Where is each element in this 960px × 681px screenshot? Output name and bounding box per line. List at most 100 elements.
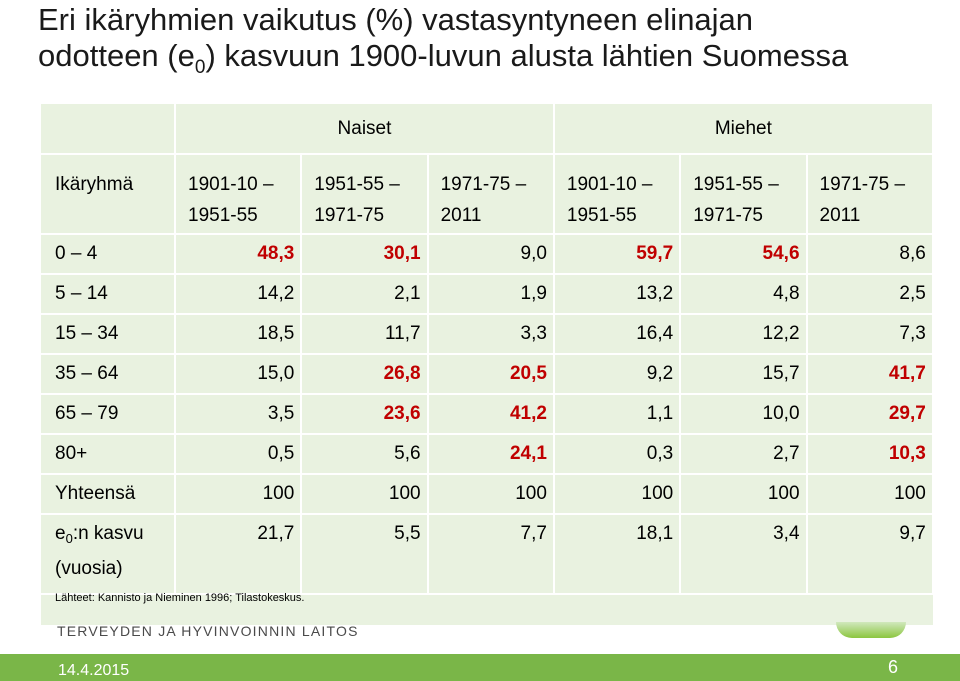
table-cell: 1,9 xyxy=(427,274,555,315)
table-cell: 12,2 xyxy=(680,314,808,355)
table-row: 15 – 34 18,5 11,7 3,3 16,4 12,2 7,3 xyxy=(41,314,934,355)
table-cell: 11,7 xyxy=(301,314,429,355)
table-cell: 8,6 xyxy=(806,234,934,275)
slide-title: Eri ikäryhmien vaikutus (%) vastasyntyne… xyxy=(38,2,948,86)
table-cell: 15,0 xyxy=(175,354,303,395)
footer-date: 14.4.2015 xyxy=(58,662,130,679)
group-header-men: Miehet xyxy=(553,104,934,155)
table-cell: 16,4 xyxy=(553,314,682,355)
period-header-row: Ikäryhmä 1901-10 – 1951-55 1951-55 – 197… xyxy=(41,154,934,235)
table-cell: 100 xyxy=(553,474,682,515)
period-header: 1971-75 – 2011 xyxy=(427,154,555,235)
table-cell: 41,7 xyxy=(806,354,934,395)
period-header: 1951-55 – 1971-75 xyxy=(301,154,429,235)
e0-label-subscript: 0 xyxy=(65,531,73,546)
age-group-label: 0 – 4 xyxy=(41,234,176,275)
table-cell: 18,1 xyxy=(553,514,682,595)
contribution-table: Naiset Miehet Ikäryhmä 1901-10 – 1951-55… xyxy=(41,104,934,595)
table-cell: 48,3 xyxy=(175,234,303,275)
table-cell: 2,1 xyxy=(301,274,429,315)
period-header: 1901-10 – 1951-55 xyxy=(553,154,682,235)
table-cell: 0,5 xyxy=(175,434,303,475)
e0-label-post: :n kasvu xyxy=(72,523,144,544)
table-cell: 23,6 xyxy=(301,394,429,435)
period-header-text: 1951-55 – 1971-75 xyxy=(693,174,779,226)
age-group-label: Yhteensä xyxy=(41,474,176,515)
footer-bar: 14.4.2015 6 xyxy=(0,654,960,681)
group-header-women: Naiset xyxy=(175,104,555,155)
organization-logo-text: TERVEYDEN JA HYVINVOINNIN LAITOS xyxy=(57,623,359,637)
table-cell: 29,7 xyxy=(806,394,934,435)
table-cell: 24,1 xyxy=(427,434,555,475)
table-cell: 9,0 xyxy=(427,234,555,275)
table-cell: 13,2 xyxy=(553,274,682,315)
corner-cell xyxy=(41,104,176,155)
table-row: 80+ 0,5 5,6 24,1 0,3 2,7 10,3 xyxy=(41,434,934,475)
table-cell: 1,1 xyxy=(553,394,682,435)
table-cell: 14,2 xyxy=(175,274,303,315)
table-cell: 100 xyxy=(806,474,934,515)
group-header-row: Naiset Miehet xyxy=(41,104,934,155)
green-logo-shape xyxy=(836,622,906,638)
table-cell: 26,8 xyxy=(301,354,429,395)
age-group-label: 80+ xyxy=(41,434,176,475)
table-cell: 0,3 xyxy=(553,434,682,475)
e0-label-line-2: (vuosia) xyxy=(55,558,123,579)
table-cell: 30,1 xyxy=(301,234,429,275)
period-header: 1951-55 – 1971-75 xyxy=(680,154,808,235)
table-cell: 4,8 xyxy=(680,274,808,315)
table-cell: 5,5 xyxy=(301,514,429,595)
period-header-text: 1971-75 – 2011 xyxy=(440,174,527,226)
table-cell: 100 xyxy=(175,474,303,515)
table-row: 65 – 79 3,5 23,6 41,2 1,1 10,0 29,7 xyxy=(41,394,934,435)
table-cell: 59,7 xyxy=(553,234,682,275)
table-cell: 9,2 xyxy=(553,354,682,395)
table-cell: 10,3 xyxy=(806,434,934,475)
e0-increase-row: e0:n kasvu (vuosia) 21,7 5,5 7,7 18,1 3,4 9,7 xyxy=(41,514,934,595)
contribution-table-container: Naiset Miehet Ikäryhmä 1901-10 – 1951-55… xyxy=(41,104,934,625)
table-cell: 3,3 xyxy=(427,314,555,355)
table-cell: 7,3 xyxy=(806,314,934,355)
title-line-2-pre: odotteen (e xyxy=(38,38,195,73)
table-cell: 20,5 xyxy=(427,354,555,395)
title-line-2-post: ) kasvuun 1900-luvun alusta lähtien Suom… xyxy=(205,38,849,73)
table-cell: 5,6 xyxy=(301,434,429,475)
period-header: 1971-75 – 2011 xyxy=(806,154,934,235)
table-row: Yhteensä 100 100 100 100 100 100 xyxy=(41,474,934,515)
page-number: 6 xyxy=(888,657,899,677)
period-header-text: 1901-10 – 1951-55 xyxy=(188,174,274,226)
period-header-text: 1951-55 – 1971-75 xyxy=(314,174,400,226)
e0-increase-label: e0:n kasvu (vuosia) xyxy=(41,514,176,595)
table-cell: 100 xyxy=(680,474,808,515)
table-cell: 3,4 xyxy=(680,514,808,595)
table-row: 0 – 4 48,3 30,1 9,0 59,7 54,6 8,6 xyxy=(41,234,934,275)
table-cell: 10,0 xyxy=(680,394,808,435)
period-header-text: 1971-75 – 2011 xyxy=(819,174,906,226)
table-cell: 3,5 xyxy=(175,394,303,435)
table-cell: 41,2 xyxy=(427,394,555,435)
source-note: Lähteet: Kannisto ja Nieminen 1996; Tila… xyxy=(55,592,305,604)
table-cell: 2,5 xyxy=(806,274,934,315)
row-header-label: Ikäryhmä xyxy=(41,154,176,235)
age-group-label: 65 – 79 xyxy=(41,394,176,435)
table-cell: 21,7 xyxy=(175,514,303,595)
age-group-label: 5 – 14 xyxy=(41,274,176,315)
table-cell: 100 xyxy=(427,474,555,515)
table-cell: 54,6 xyxy=(680,234,808,275)
title-line-1: Eri ikäryhmien vaikutus (%) vastasyntyne… xyxy=(38,2,754,37)
table-cell: 7,7 xyxy=(427,514,555,595)
title-subscript: 0 xyxy=(194,57,206,78)
age-group-label: 15 – 34 xyxy=(41,314,176,355)
e0-label-pre: e xyxy=(55,523,66,544)
table-cell: 15,7 xyxy=(680,354,808,395)
table-row: 35 – 64 15,0 26,8 20,5 9,2 15,7 41,7 xyxy=(41,354,934,395)
table-cell: 100 xyxy=(301,474,429,515)
table-cell: 2,7 xyxy=(680,434,808,475)
table-row: 5 – 14 14,2 2,1 1,9 13,2 4,8 2,5 xyxy=(41,274,934,315)
period-header: 1901-10 – 1951-55 xyxy=(175,154,303,235)
period-header-text: 1901-10 – 1951-55 xyxy=(566,174,653,226)
table-cell: 9,7 xyxy=(806,514,934,595)
age-group-label: 35 – 64 xyxy=(41,354,176,395)
title-line-2: odotteen (e0) kasvuun 1900-luvun alusta … xyxy=(38,38,948,86)
table-cell: 18,5 xyxy=(175,314,303,355)
